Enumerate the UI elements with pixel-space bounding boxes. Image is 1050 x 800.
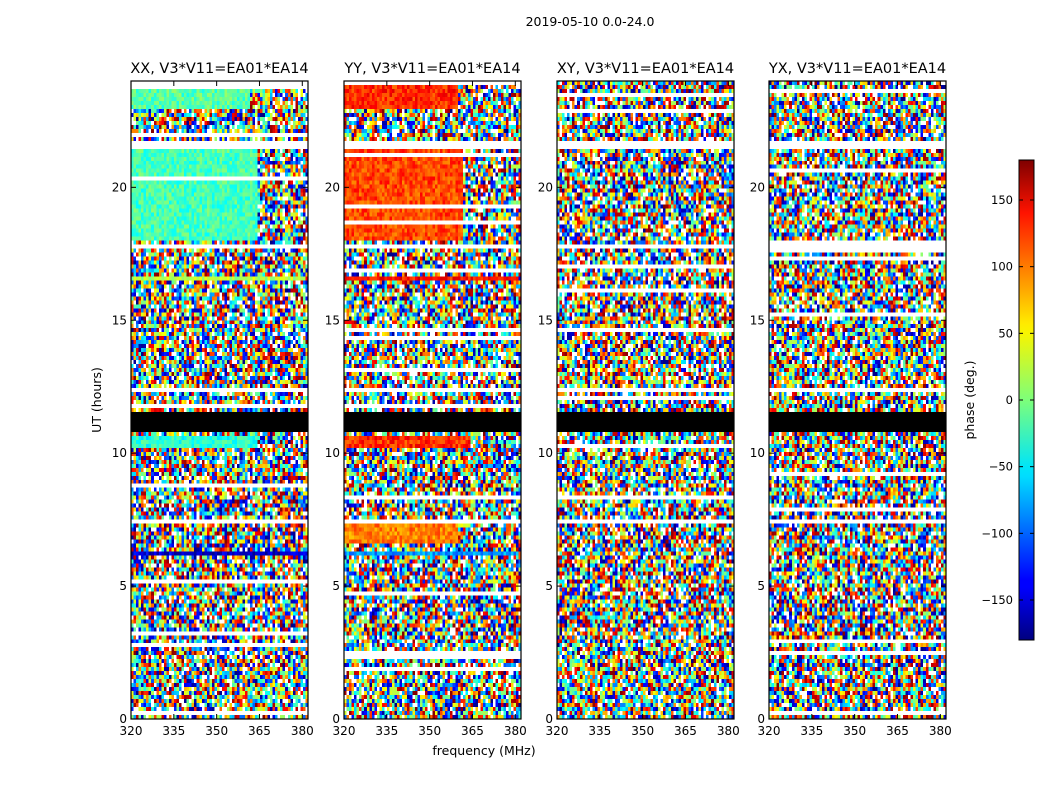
y-tick-label: 10: [538, 446, 553, 460]
y-tick-label: 15: [112, 313, 127, 327]
x-tick-label: 350: [843, 724, 866, 738]
x-tick-label: 365: [886, 724, 909, 738]
y-tick-label: 0: [757, 712, 765, 726]
colorbar-tick-label: 50: [998, 326, 1013, 340]
x-tick-label: 380: [504, 724, 527, 738]
panel-xy: XY, V3*V11=EA01*EA14 320 335 350 365 380 0 5 10 1…: [538, 61, 740, 738]
panel-frame: [130, 80, 309, 720]
panel-frame: [556, 80, 735, 720]
x-tick-label: 335: [375, 724, 398, 738]
y-tick-label: 20: [325, 180, 340, 194]
panel-xx: XX, V3*V11=EA01*EA14 320 335 350 365 380 0 5 10 1…: [112, 61, 314, 738]
x-tick-label: 365: [674, 724, 697, 738]
y-tick-label: 5: [757, 579, 765, 593]
x-tick-label: 365: [248, 724, 271, 738]
y-tick-label: 10: [112, 446, 127, 460]
x-tick-label: 335: [588, 724, 611, 738]
x-tick-label: 320: [333, 724, 356, 738]
panel-yy-waterfall: [344, 81, 521, 719]
x-tick-label: 335: [162, 724, 185, 738]
x-axis-label: frequency (MHz): [432, 743, 535, 758]
x-tick-label: 380: [929, 724, 952, 738]
y-tick-label: 15: [325, 313, 340, 327]
colorbar-tick-label: 100: [991, 260, 1013, 274]
x-tick-label: 350: [205, 724, 228, 738]
x-tick-label: 350: [631, 724, 654, 738]
colorbar: −150 −100 −50 0 50 100 150 phase (deg.): [962, 159, 1035, 641]
y-tick-label: 5: [119, 579, 127, 593]
x-tick-label: 380: [717, 724, 740, 738]
colorbar-label: phase (deg.): [962, 361, 977, 440]
y-tick-label: 10: [750, 446, 765, 460]
y-tick-label: 0: [119, 712, 127, 726]
y-tick-label: 20: [538, 180, 553, 194]
x-tick-label: 335: [800, 724, 823, 738]
panel-yx: YX, V3*V11=EA01*EA14 320 335 350 365 380 0 5 10 1…: [750, 61, 952, 738]
x-tick-label: 320: [120, 724, 143, 738]
colorbar-tick-label: 0: [1006, 393, 1013, 407]
y-axis-label: UT (hours): [89, 367, 104, 433]
panels: XX, V3*V11=EA01*EA14 320 335 350 365 380 0 5 10 1…: [112, 61, 952, 738]
panel-title: YY, V3*V11=EA01*EA14: [343, 61, 520, 77]
y-tick-label: 15: [750, 313, 765, 327]
panel-xy-waterfall: [557, 81, 734, 719]
colorbar-tick-label: −150: [981, 593, 1013, 607]
x-tick-label: 320: [758, 724, 781, 738]
y-tick-label: 20: [112, 180, 127, 194]
colorbar-ticks: −150 −100 −50 0 50 100 150: [981, 193, 1034, 607]
x-tick-label: 350: [418, 724, 441, 738]
colorbar-tick-label: −50: [989, 460, 1013, 474]
x-tick-label: 365: [461, 724, 484, 738]
panel-frame: [768, 80, 947, 720]
y-tick-label: 0: [545, 712, 553, 726]
colorbar-tick-label: 150: [991, 193, 1013, 207]
panel-title: XX, V3*V11=EA01*EA14: [130, 61, 308, 77]
x-tick-label: 320: [546, 724, 569, 738]
y-tick-label: 15: [538, 313, 553, 327]
y-tick-label: 0: [332, 712, 340, 726]
panel-title: YX, V3*V11=EA01*EA14: [768, 61, 946, 77]
figure-title: 2019-05-10 0.0-24.0: [526, 14, 655, 29]
panel-xx-waterfall: [131, 81, 308, 719]
panel-yx-waterfall: [769, 81, 946, 719]
y-tick-label: 20: [750, 180, 765, 194]
panel-frame: [343, 80, 522, 720]
y-tick-label: 10: [325, 446, 340, 460]
y-tick-label: 5: [545, 579, 553, 593]
x-tick-label: 380: [291, 724, 314, 738]
panel-title: XY, V3*V11=EA01*EA14: [557, 61, 734, 77]
colorbar-tick-label: −100: [981, 526, 1013, 540]
y-tick-label: 5: [332, 579, 340, 593]
panel-yy: YY, V3*V11=EA01*EA14 320 335 350 365 380 0 5 10 1…: [325, 61, 527, 738]
